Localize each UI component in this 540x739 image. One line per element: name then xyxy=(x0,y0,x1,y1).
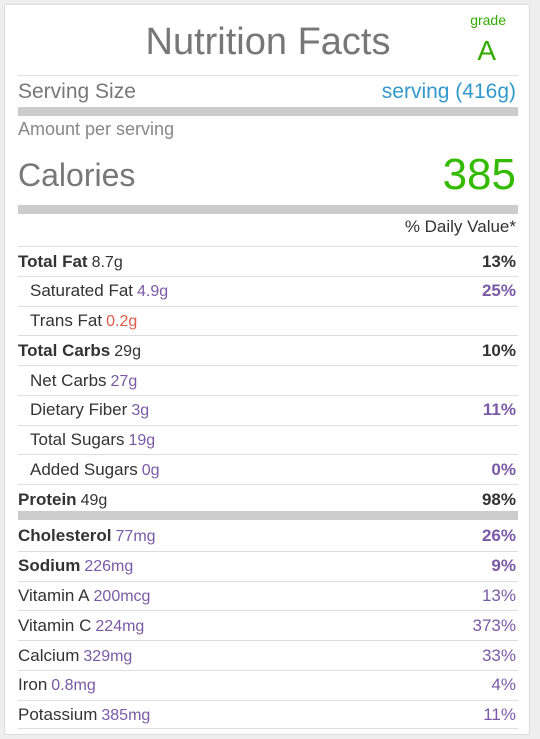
thick-divider xyxy=(18,511,518,520)
calories-label: Calories xyxy=(18,156,136,193)
nutrient-name-group: Iron 0.8mg xyxy=(18,675,96,695)
nutrient-row: Dietary Fiber 3g 11% xyxy=(18,394,518,425)
grade-value: A xyxy=(477,35,496,66)
nutrition-card: Nutrition Facts grade A Serving Size ser… xyxy=(4,4,530,735)
nutrient-name-group: Total Sugars 19g xyxy=(18,430,155,450)
thick-divider xyxy=(18,205,518,214)
nutrient-daily-value: 10% xyxy=(481,340,516,360)
nutrient-name-group: Trans Fat 0.2g xyxy=(18,311,137,331)
calories-value: 385 xyxy=(442,150,516,199)
nutrient-daily-value: 4% xyxy=(491,675,516,695)
nutrient-daily-value: 9% xyxy=(491,556,516,576)
nutrient-name-group: Total Carbs 29g xyxy=(18,341,141,361)
nutrient-label: Added Sugars xyxy=(30,459,138,479)
nutrient-amount: 0g xyxy=(141,461,160,479)
nutrient-label: Cholesterol xyxy=(18,526,112,545)
nutrient-amount: 4.9g xyxy=(137,283,169,301)
serving-size-value: serving (416g) xyxy=(381,80,516,103)
nutrient-amount: 329mg xyxy=(83,647,133,665)
nutrient-amount: 226mg xyxy=(84,558,134,576)
nutrient-daily-value: 11% xyxy=(482,400,516,420)
nutrient-name-group: Potassium 385mg xyxy=(18,705,150,725)
nutrient-amount: 77mg xyxy=(115,528,156,545)
nutrient-row: Added Sugars 0g 0% xyxy=(18,454,518,484)
nutrient-name-group: Calcium 329mg xyxy=(18,646,132,666)
nutrient-label: Iron xyxy=(18,675,48,695)
nutrient-daily-value: 373% xyxy=(472,615,516,635)
nutrient-label: Calcium xyxy=(18,645,80,665)
nutrient-amount: 27g xyxy=(110,372,138,390)
nutrient-label: Trans Fat xyxy=(30,311,103,330)
daily-value-header: % Daily Value* xyxy=(404,217,516,236)
nutrient-row: Vitamin C 224mg 373% xyxy=(18,610,518,640)
nutrient-name-group: Total Fat 8.7g xyxy=(18,252,123,272)
nutrient-daily-value: 13% xyxy=(481,251,516,271)
nutrient-row: Protein 49g 98% xyxy=(18,484,518,514)
nutrient-amount: 0.8mg xyxy=(51,677,96,695)
nutrient-name-group: Vitamin C 224mg xyxy=(18,616,144,636)
nutrient-row: Vitamin A 200mcg 13% xyxy=(18,580,518,611)
nutrient-name-group: Protein 49g xyxy=(18,490,107,510)
nutrient-amount: 0.2g xyxy=(106,313,138,330)
nutrient-row: Iron 0.8mg 4% xyxy=(18,669,518,700)
nutrient-row: Net Carbs 27g xyxy=(18,365,518,395)
nutrient-row: Total Sugars 19g xyxy=(18,424,518,455)
nutrient-daily-value: 11% xyxy=(483,705,516,724)
nutrient-label: Dietary Fiber xyxy=(30,400,128,420)
nutrient-row: Saturated Fat 4.9g 25% xyxy=(18,275,518,306)
nutrient-name-group: Sodium 226mg xyxy=(18,556,133,576)
nutrient-amount: 200mcg xyxy=(93,588,151,605)
nutrient-row: Total Fat 8.7g 13% xyxy=(18,246,518,276)
nutrient-daily-value: 0% xyxy=(491,459,516,479)
nutrition-panel: Nutrition Facts grade A Serving Size ser… xyxy=(18,5,518,734)
nutrient-label: Total Fat xyxy=(18,251,88,271)
nutrient-label: Net Carbs xyxy=(30,370,107,390)
nutrient-label: Protein xyxy=(18,489,77,509)
nutrient-label: Total Sugars xyxy=(30,430,125,449)
grade-label: grade xyxy=(470,12,506,28)
nutrient-name-group: Cholesterol 77mg xyxy=(18,526,156,546)
nutrient-name-group: Vitamin A 200mcg xyxy=(18,586,150,606)
thick-divider xyxy=(18,107,518,116)
nutrient-amount: 224mg xyxy=(95,617,145,635)
nutrient-label: Sodium xyxy=(18,556,81,576)
divider xyxy=(18,75,518,76)
nutrient-name-group: Added Sugars 0g xyxy=(18,460,160,480)
page-title: Nutrition Facts xyxy=(145,21,391,63)
nutrient-label: Saturated Fat xyxy=(30,281,134,301)
nutrient-amount: 3g xyxy=(131,402,150,420)
serving-size-row: Serving Size serving (416g) xyxy=(18,77,518,107)
nutrient-label: Vitamin C xyxy=(18,615,92,635)
nutrient-daily-value: 13% xyxy=(481,586,516,605)
nutrient-amount: 49g xyxy=(80,491,108,509)
nutrient-row: Trans Fat 0.2g xyxy=(18,305,518,336)
nutrient-daily-value: 26% xyxy=(481,526,516,545)
nutrient-name-group: Dietary Fiber 3g xyxy=(18,400,149,420)
nutrient-label: Vitamin A xyxy=(18,586,90,605)
serving-size-label: Serving Size xyxy=(18,80,136,103)
nutrient-row: Cholesterol 77mg 26% xyxy=(18,521,518,551)
nutrient-daily-value: 98% xyxy=(481,489,516,509)
nutrient-row: Potassium 385mg 11% xyxy=(18,699,518,730)
nutrient-amount: 19g xyxy=(128,432,156,449)
amount-per-serving: Amount per serving xyxy=(18,119,175,139)
nutrient-name-group: Net Carbs 27g xyxy=(18,371,137,391)
nutrient-row: Calcium 329mg 33% xyxy=(18,640,518,670)
nutrient-label: Potassium xyxy=(18,705,98,724)
divider xyxy=(18,728,518,729)
nutrient-amount: 29g xyxy=(114,342,141,360)
calories-row: Calories 385 xyxy=(18,147,518,203)
nutrient-amount: 8.7g xyxy=(91,253,123,271)
nutrient-label: Total Carbs xyxy=(18,340,111,360)
nutrient-name-group: Saturated Fat 4.9g xyxy=(18,281,168,301)
nutrient-row: Sodium 226mg 9% xyxy=(18,550,518,581)
nutrient-daily-value: 33% xyxy=(481,645,516,665)
nutrient-daily-value: 25% xyxy=(481,281,516,301)
nutrient-row: Total Carbs 29g 10% xyxy=(18,335,518,365)
nutrient-amount: 385mg xyxy=(101,707,151,724)
